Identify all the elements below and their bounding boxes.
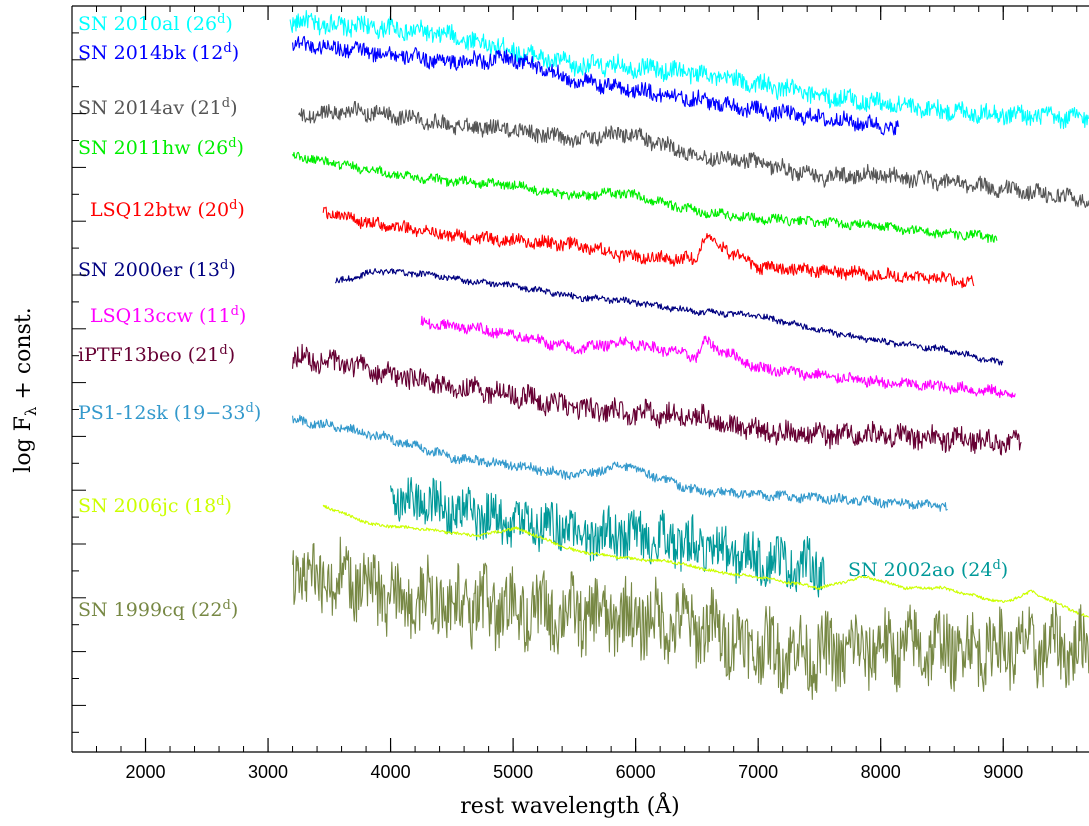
series-label-8: PS1-12sk (19−33d) bbox=[78, 401, 261, 424]
axes: 2000 3000 4000 5000 6000 7000 8000 9000 bbox=[71, 5, 1089, 782]
spectrum-line-5 bbox=[334, 268, 1004, 366]
spectrum-line-0 bbox=[289, 9, 1089, 130]
spectrum-line-2 bbox=[298, 101, 1089, 208]
series-label-11: SN 1999cq (22d) bbox=[78, 598, 238, 621]
x-tick-label: 7000 bbox=[738, 762, 778, 782]
series-label-2: SN 2014av (21d) bbox=[78, 96, 238, 119]
series-label-9: SN 2002ao (24d) bbox=[848, 558, 1008, 581]
y-axis-title: log Fλ + const. bbox=[11, 307, 40, 472]
series-label-3: SN 2011hw (26d) bbox=[78, 136, 244, 159]
x-tick-label: 2000 bbox=[125, 762, 165, 782]
x-tick-label: 5000 bbox=[493, 762, 533, 782]
spectrum-line-3 bbox=[292, 151, 998, 243]
series-labels: SN 2010al (26d) SN 2014bk (12d) SN 2014av … bbox=[78, 12, 1008, 621]
spectrum-line-6 bbox=[420, 315, 1016, 399]
series-label-0: SN 2010al (26d) bbox=[78, 12, 233, 35]
x-tick-label: 6000 bbox=[616, 762, 656, 782]
spectrum-line-7 bbox=[292, 343, 1022, 456]
spectra-series bbox=[289, 9, 1089, 700]
series-label-7: iPTF13beo (21d) bbox=[78, 343, 235, 366]
x-tick-label: 8000 bbox=[861, 762, 901, 782]
x-tick-label: 9000 bbox=[983, 762, 1023, 782]
spectrum-line-8 bbox=[292, 414, 948, 512]
series-label-4: LSQ12btw (20d) bbox=[90, 198, 245, 221]
series-label-1: SN 2014bk (12d) bbox=[78, 41, 239, 64]
spectrum-line-4 bbox=[322, 206, 975, 289]
x-axis-title: rest wavelength (Å) bbox=[460, 791, 679, 819]
spectrum-line-1 bbox=[292, 35, 900, 136]
series-label-10: SN 2006jc (18d) bbox=[78, 494, 232, 517]
x-tick-label: 3000 bbox=[248, 762, 288, 782]
spectrum-line-10 bbox=[322, 504, 1089, 618]
spectrum-line-11 bbox=[292, 536, 1089, 700]
spectrum-line-9 bbox=[390, 477, 825, 598]
x-tick-label: 4000 bbox=[371, 762, 411, 782]
series-label-5: SN 2000er (13d) bbox=[78, 258, 236, 281]
series-label-6: LSQ13ccw (11d) bbox=[90, 304, 246, 327]
